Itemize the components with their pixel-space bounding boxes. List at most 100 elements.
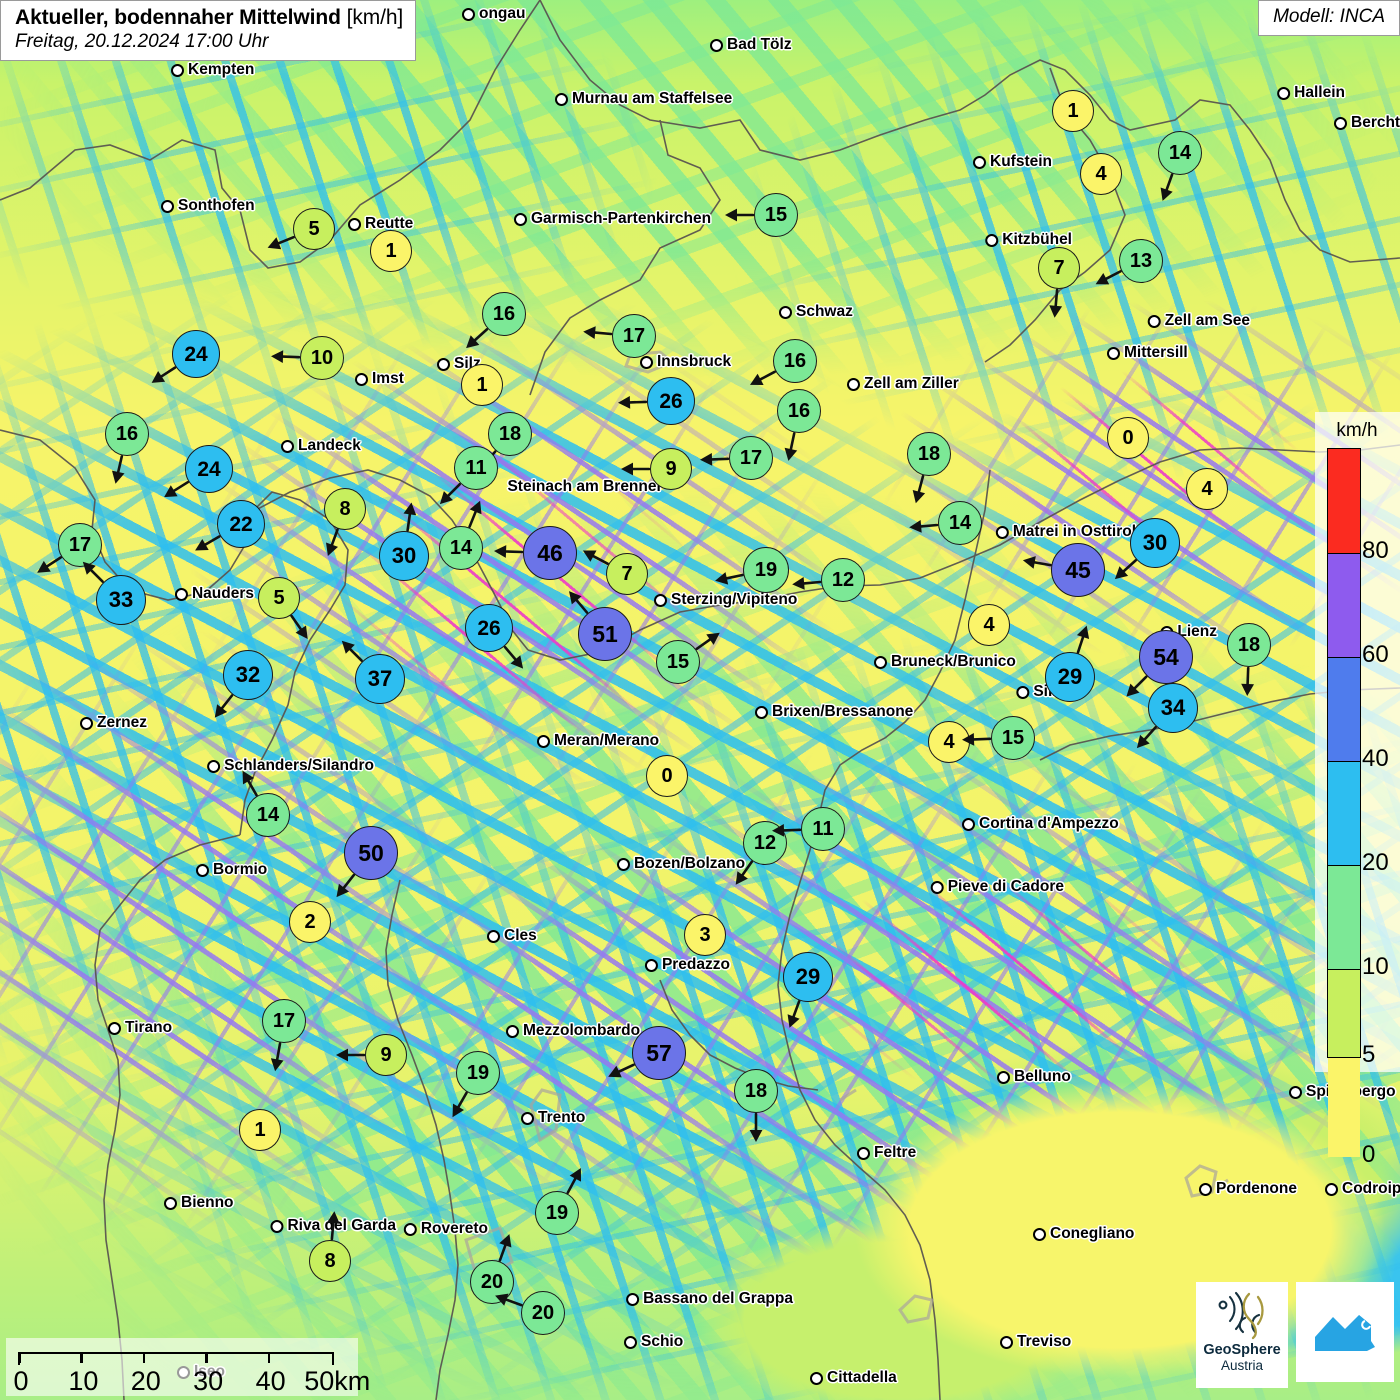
wind-speed-bubble[interactable]: 16 (105, 412, 149, 456)
city-dot-icon (847, 377, 860, 391)
wind-speed-bubble[interactable]: 18 (488, 412, 532, 456)
wind-speed-bubble[interactable]: 11 (801, 807, 845, 851)
wind-speed-bubble[interactable]: 16 (482, 292, 526, 336)
wind-speed-bubble[interactable]: 17 (262, 999, 306, 1043)
wind-speed-bubble[interactable]: 16 (773, 339, 817, 383)
wind-speed-bubble[interactable]: 50 (344, 826, 398, 880)
wind-speed-bubble[interactable]: 29 (1045, 652, 1095, 702)
wind-speed-bubble[interactable]: 33 (96, 575, 146, 625)
city-label: Bruneck/Brunico (891, 653, 1016, 670)
city-dot-icon (80, 716, 93, 730)
wind-speed-bubble[interactable]: 17 (612, 314, 656, 358)
wind-speed-bubble[interactable]: 24 (172, 330, 220, 378)
wind-speed-value: 14 (449, 537, 473, 559)
city-dot-icon (874, 655, 887, 669)
wind-speed-bubble[interactable]: 15 (991, 716, 1035, 760)
city-dot-icon (1000, 1335, 1013, 1349)
city-label: Cortina d'Ampezzo (979, 815, 1119, 832)
wind-speed-bubble[interactable]: 14 (938, 501, 982, 545)
wind-speed-bubble[interactable]: 15 (754, 193, 798, 237)
wind-speed-bubble[interactable]: 37 (355, 654, 405, 704)
wind-speed-bubble[interactable]: 9 (365, 1034, 407, 1076)
wind-speed-bubble[interactable]: 17 (58, 523, 102, 567)
wind-speed-bubble[interactable]: 1 (1052, 90, 1094, 132)
wind-speed-bubble[interactable]: 8 (324, 488, 366, 530)
wind-speed-bubble[interactable]: 19 (535, 1191, 579, 1235)
wind-speed-bubble[interactable]: 24 (185, 445, 233, 493)
wind-speed-bubble[interactable]: 4 (1186, 468, 1228, 510)
city-label: Nauders (191, 585, 254, 602)
wind-speed-bubble[interactable]: 32 (223, 650, 273, 700)
wind-speed-bubble[interactable]: 0 (646, 755, 688, 797)
wind-speed-bubble[interactable]: 2 (289, 901, 331, 943)
wind-direction-arrow-icon (912, 474, 926, 504)
wind-speed-bubble[interactable]: 1 (461, 364, 503, 406)
wind-speed-bubble[interactable]: 3 (684, 914, 726, 956)
wind-direction-arrow-icon (566, 1168, 581, 1195)
wind-direction-arrow-icon (214, 694, 234, 718)
city-label: Matrei in Osttirol (1012, 523, 1136, 540)
wind-speed-bubble[interactable]: 17 (729, 436, 773, 480)
wind-speed-bubble[interactable]: 15 (656, 640, 700, 684)
wind-speed-bubble[interactable]: 57 (632, 1026, 686, 1080)
wind-speed-bubble[interactable]: 34 (1148, 683, 1198, 733)
wind-direction-arrow-icon (735, 860, 754, 885)
wind-speed-bubble[interactable]: 7 (1038, 247, 1080, 289)
city-label: Belluno (1014, 1068, 1071, 1085)
wind-speed-value: 1 (254, 1119, 266, 1141)
wind-speed-bubble[interactable]: 19 (743, 547, 789, 593)
scalebar-tick-label: 30 (193, 1366, 224, 1396)
wind-speed-bubble[interactable]: 4 (1080, 153, 1122, 195)
wind-direction-arrow-icon (494, 545, 524, 558)
city-label: Mittersill (1124, 344, 1188, 361)
city-marker: Belluno (997, 1068, 1071, 1086)
city-marker: Feltre (857, 1144, 916, 1162)
wind-speed-bubble[interactable]: 16 (777, 389, 821, 433)
wind-speed-bubble[interactable]: 19 (456, 1051, 500, 1095)
city-dot-icon (161, 199, 174, 213)
wind-speed-bubble[interactable]: 20 (470, 1260, 514, 1304)
city-label: Innsbruck (657, 353, 732, 370)
wind-speed-bubble[interactable]: 5 (258, 577, 300, 619)
city-dot-icon (514, 212, 527, 226)
wind-speed-bubble[interactable]: 14 (1158, 131, 1202, 175)
wind-direction-arrow-icon (787, 1000, 801, 1028)
wind-speed-bubble[interactable]: 18 (734, 1069, 778, 1113)
wind-speed-bubble[interactable]: 13 (1119, 239, 1163, 283)
wind-speed-bubble[interactable]: 18 (1227, 623, 1271, 667)
wind-speed-bubble[interactable]: 54 (1139, 630, 1193, 684)
wind-speed-bubble[interactable]: 46 (523, 526, 577, 580)
city-marker: Sonthofen (161, 197, 255, 215)
wind-speed-bubble[interactable]: 5 (293, 208, 335, 250)
wind-speed-bubble[interactable]: 1 (239, 1109, 281, 1151)
wind-speed-bubble[interactable]: 26 (647, 377, 695, 425)
city-label: Meran/Merano (554, 732, 660, 749)
wind-speed-bubble[interactable]: 20 (521, 1291, 565, 1335)
wind-speed-bubble[interactable]: 29 (783, 952, 833, 1002)
wind-speed-bubble[interactable]: 45 (1051, 543, 1105, 597)
wind-direction-arrow-icon (336, 873, 356, 898)
wind-speed-bubble[interactable]: 0 (1107, 417, 1149, 459)
wind-speed-bubble[interactable]: 14 (439, 526, 483, 570)
wind-speed-bubble[interactable]: 51 (578, 607, 632, 661)
wind-speed-bubble[interactable]: 11 (454, 446, 498, 490)
wind-speed-bubble[interactable]: 12 (821, 558, 865, 602)
wind-speed-bubble[interactable]: 26 (465, 604, 513, 652)
wind-speed-bubble[interactable]: 22 (217, 500, 265, 548)
wind-direction-arrow-icon (290, 614, 308, 639)
wind-speed-value: 12 (831, 569, 855, 591)
wind-speed-bubble[interactable]: 7 (606, 553, 648, 595)
wind-speed-bubble[interactable]: 14 (246, 793, 290, 837)
wind-speed-bubble[interactable]: 10 (300, 336, 344, 380)
wind-speed-bubble[interactable]: 4 (968, 604, 1010, 646)
wind-speed-bubble[interactable]: 9 (650, 448, 692, 490)
map-title-box: Aktueller, bodennaher Mittelwind [km/h] … (0, 0, 417, 61)
wind-speed-bubble[interactable]: 1 (370, 230, 412, 272)
wind-speed-bubble[interactable]: 4 (928, 721, 970, 763)
city-dot-icon (437, 357, 450, 371)
city-label: Predazzo (661, 956, 730, 973)
wind-speed-bubble[interactable]: 18 (907, 432, 951, 476)
wind-speed-bubble[interactable]: 30 (1130, 518, 1180, 568)
wind-speed-bubble[interactable]: 8 (309, 1240, 351, 1282)
wind-speed-bubble[interactable]: 30 (379, 531, 429, 581)
